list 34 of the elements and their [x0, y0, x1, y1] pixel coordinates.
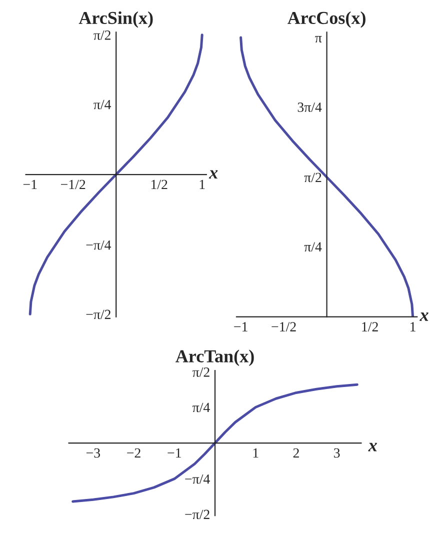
y-tick-label: π/2	[192, 368, 210, 377]
y-tick-label: π/4	[94, 100, 112, 110]
x-tick-label: −1/2	[61, 180, 86, 190]
x-tick-label: −1	[168, 448, 181, 458]
line-series	[72, 383, 358, 503]
line-series	[240, 36, 414, 317]
y-tick-label: −π/2	[185, 510, 210, 520]
x-axis-title: x	[420, 312, 428, 321]
y-tick-label: −π/2	[86, 310, 110, 320]
x-tick-label: −2	[127, 448, 140, 458]
y-tick-label: π/4	[304, 242, 322, 252]
y-tick-label: π/2	[304, 172, 322, 182]
x-tick-label: 1	[410, 322, 416, 332]
y-tick-label: −π/4	[86, 240, 112, 250]
x-axis-title: x	[368, 442, 377, 452]
y-tick-label: π/2	[94, 30, 110, 40]
y-tick-label: π	[315, 36, 322, 43]
chart-title: ArcSin(x)	[78, 11, 153, 28]
x-tick-label: 2	[293, 448, 299, 458]
x-tick-label: 1/2	[362, 322, 378, 332]
x-tick-label: 3	[334, 448, 340, 458]
chart-title: ArcCos(x)	[288, 11, 366, 28]
x-tick-label: −3	[86, 448, 100, 458]
y-tick-label: −π/4	[185, 474, 210, 484]
x-tick-label: −1	[234, 322, 248, 332]
x-tick-label: 1	[253, 448, 258, 458]
x-tick-label: 1/2	[151, 180, 168, 190]
chart-title: ArcTan(x)	[176, 350, 254, 366]
x-tick-label: −1/2	[272, 322, 296, 332]
y-tick-label: π/4	[192, 402, 210, 412]
x-tick-label: 1	[200, 180, 205, 190]
x-axis-title: x	[208, 170, 218, 179]
x-tick-label: −1	[23, 180, 37, 190]
y-tick-label: 3π/4	[298, 102, 322, 112]
